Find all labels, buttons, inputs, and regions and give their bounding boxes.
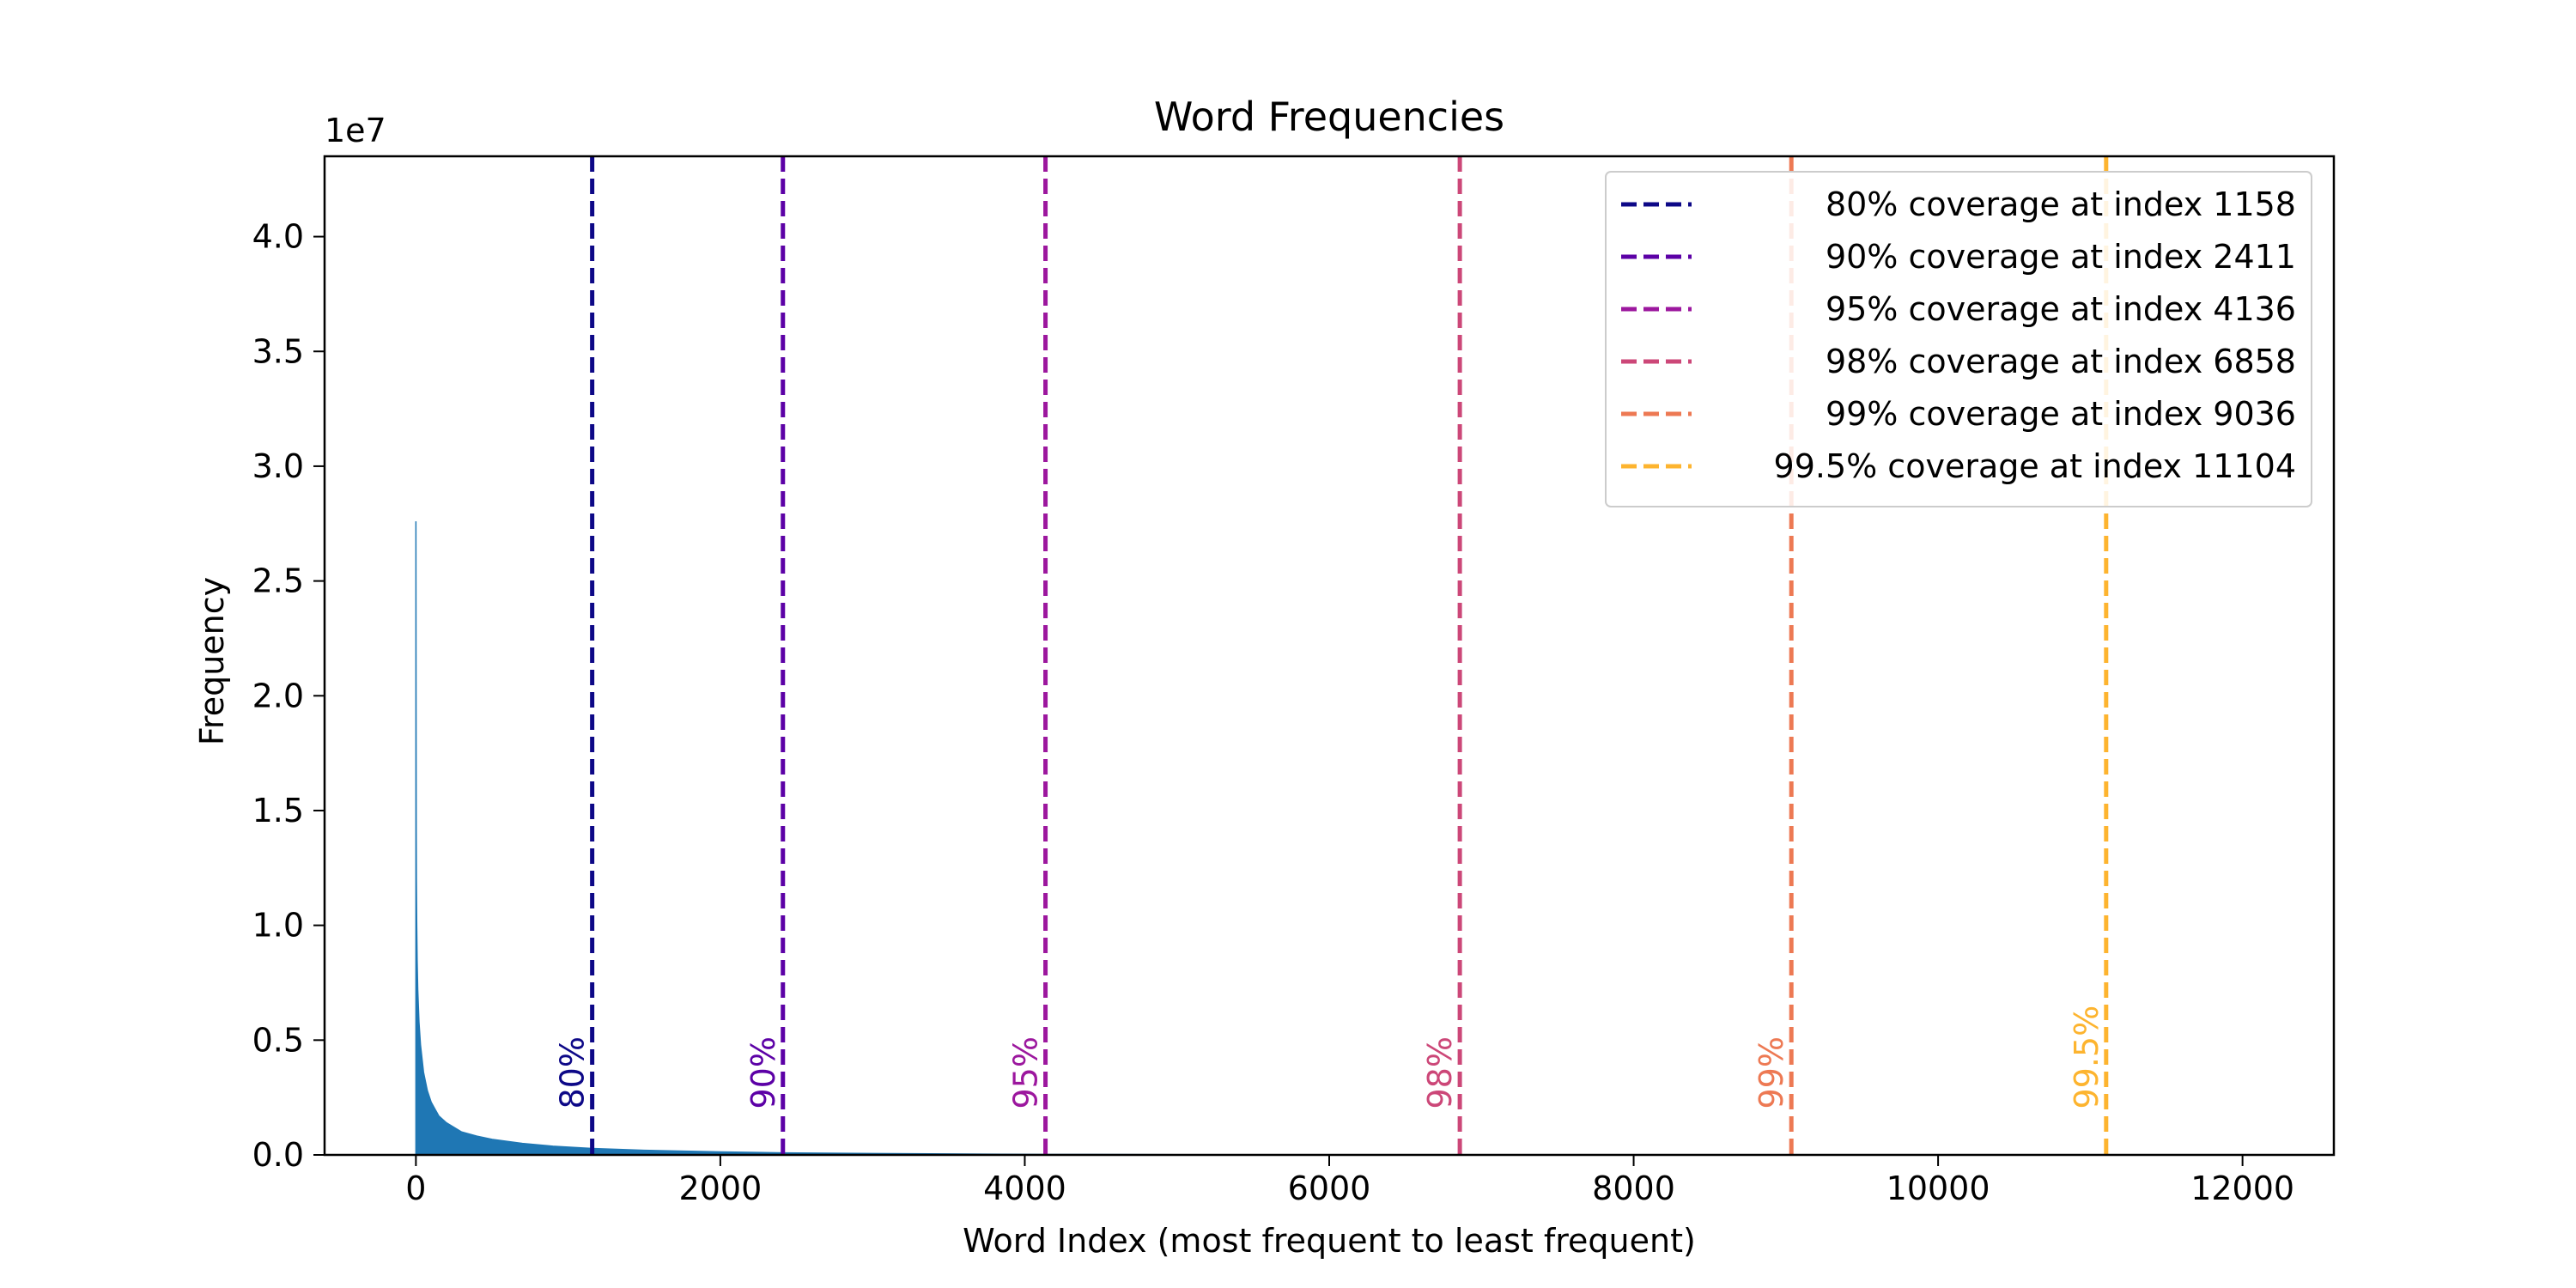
frequency-distribution — [415, 521, 2243, 1156]
y-tick-label: 0.0 — [252, 1136, 304, 1174]
x-tick-label: 2000 — [679, 1170, 762, 1207]
coverage-label-0: 80% — [554, 1036, 592, 1109]
legend-label-3: 98% coverage at index 6858 — [1826, 343, 2296, 380]
x-tick-label: 12000 — [2190, 1170, 2294, 1207]
legend: 80% coverage at index 1158 90% coverage a… — [1605, 171, 2312, 507]
y-tick-label: 3.5 — [252, 332, 304, 370]
legend-box — [1605, 171, 2312, 507]
y-tick-label: 2.0 — [252, 677, 304, 714]
legend-label-0: 80% coverage at index 1158 — [1826, 185, 2296, 223]
y-tick-label: 1.0 — [252, 907, 304, 945]
y-tick-label: 3.0 — [252, 447, 304, 485]
legend-label-2: 95% coverage at index 4136 — [1826, 290, 2296, 328]
y-axis-offset-label: 1e7 — [325, 112, 386, 149]
x-tick-label: 8000 — [1592, 1170, 1675, 1207]
legend-label-1: 90% coverage at index 2411 — [1826, 238, 2296, 276]
coverage-label-3: 98% — [1421, 1036, 1459, 1109]
legend-label-4: 99% coverage at index 9036 — [1826, 395, 2296, 433]
data-layer: 80% 90% 95% 98% 99% 99.5% — [415, 156, 2243, 1156]
y-axis-label: Frequency — [193, 577, 231, 745]
x-axis-ticks: 0 2000 4000 6000 8000 10000 12000 — [405, 1155, 2294, 1207]
legend-label-5: 99.5% coverage at index 11104 — [1774, 447, 2296, 485]
y-tick-label: 0.5 — [252, 1021, 304, 1059]
chart-title: Word Frequencies — [1154, 94, 1504, 140]
x-axis-label: Word Index (most frequent to least frequ… — [963, 1222, 1696, 1260]
x-tick-label: 0 — [405, 1170, 426, 1207]
coverage-label-2: 95% — [1007, 1036, 1045, 1109]
x-tick-label: 10000 — [1886, 1170, 1990, 1207]
x-tick-label: 4000 — [983, 1170, 1066, 1207]
axes-frame — [323, 155, 2336, 1157]
y-tick-label: 2.5 — [252, 562, 304, 600]
y-axis-ticks: 0.0 0.5 1.0 1.5 2.0 2.5 3.0 3.5 4.0 — [252, 218, 325, 1174]
coverage-label-5: 99.5% — [2068, 1005, 2105, 1109]
y-tick-label: 1.5 — [252, 792, 304, 829]
coverage-label-4: 99% — [1753, 1036, 1790, 1109]
x-tick-label: 6000 — [1288, 1170, 1371, 1207]
coverage-label-1: 90% — [744, 1036, 782, 1109]
y-tick-label: 4.0 — [252, 218, 304, 256]
